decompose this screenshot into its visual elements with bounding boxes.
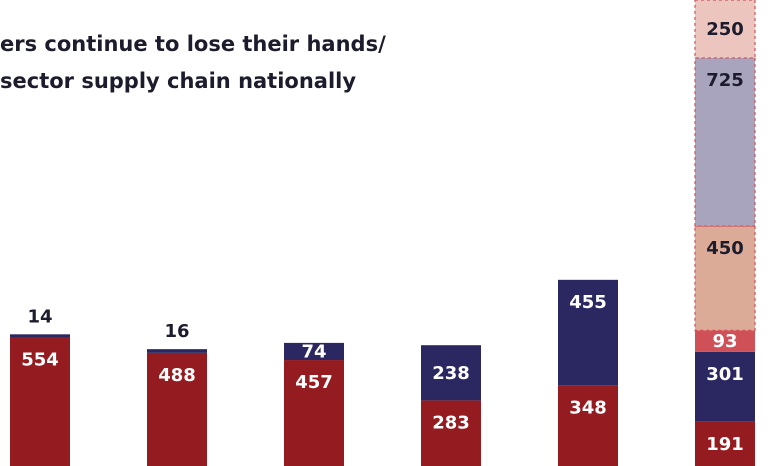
bar-1-value-label-2: 14	[27, 306, 52, 327]
bar-6-segment-tan	[694, 225, 756, 331]
bar-6-value-label-4: 450	[706, 238, 744, 259]
bar-2-segment-red	[147, 352, 207, 466]
bar-5-segment-navy	[558, 279, 618, 386]
bar-5-value-label-2: 455	[569, 292, 607, 313]
bar-2-value-label-2: 16	[164, 321, 189, 342]
bar-2-segment-navy	[147, 349, 207, 353]
bar-3-value-label-2: 74	[301, 341, 326, 362]
chart-title-line-1: ers continue to lose their hands/	[0, 32, 386, 56]
bar-6-value-label-2: 301	[706, 364, 744, 385]
chart-title-line-2: sector supply chain nationally	[0, 69, 357, 93]
bar-6-segment-coral	[695, 330, 755, 352]
bar-6-segment-pink	[694, 0, 756, 59]
bar-1-segment-red	[10, 337, 70, 466]
chart-title: ers continue to lose their hands/ sector…	[0, 26, 386, 100]
bar-5-value-label-1: 348	[569, 397, 607, 418]
bar-6-segment-navy	[695, 351, 755, 422]
bar-6-segment-red	[695, 421, 755, 466]
bar-4-value-label-2: 238	[432, 363, 470, 384]
bar-1-value-label-1: 554	[21, 350, 59, 371]
bar-4-value-label-1: 283	[432, 412, 470, 433]
bar-6-value-label-5: 725	[706, 70, 744, 91]
bar-6-segment-lavender	[694, 57, 756, 227]
bar-6-value-label-1: 191	[706, 434, 744, 455]
bar-3-segment-red	[284, 360, 344, 466]
bar-6-value-label-6: 250	[706, 19, 744, 40]
bar-5-segment-red	[558, 385, 618, 466]
bar-4-segment-red	[421, 400, 481, 466]
bar-3-value-label-1: 457	[295, 372, 333, 393]
bar-2-value-label-1: 488	[158, 365, 196, 386]
bar-1-segment-navy	[10, 334, 70, 338]
bar-4-segment-navy	[421, 345, 481, 401]
bar-6-value-label-3: 93	[712, 331, 737, 352]
bar-3-segment-navy	[284, 342, 344, 361]
